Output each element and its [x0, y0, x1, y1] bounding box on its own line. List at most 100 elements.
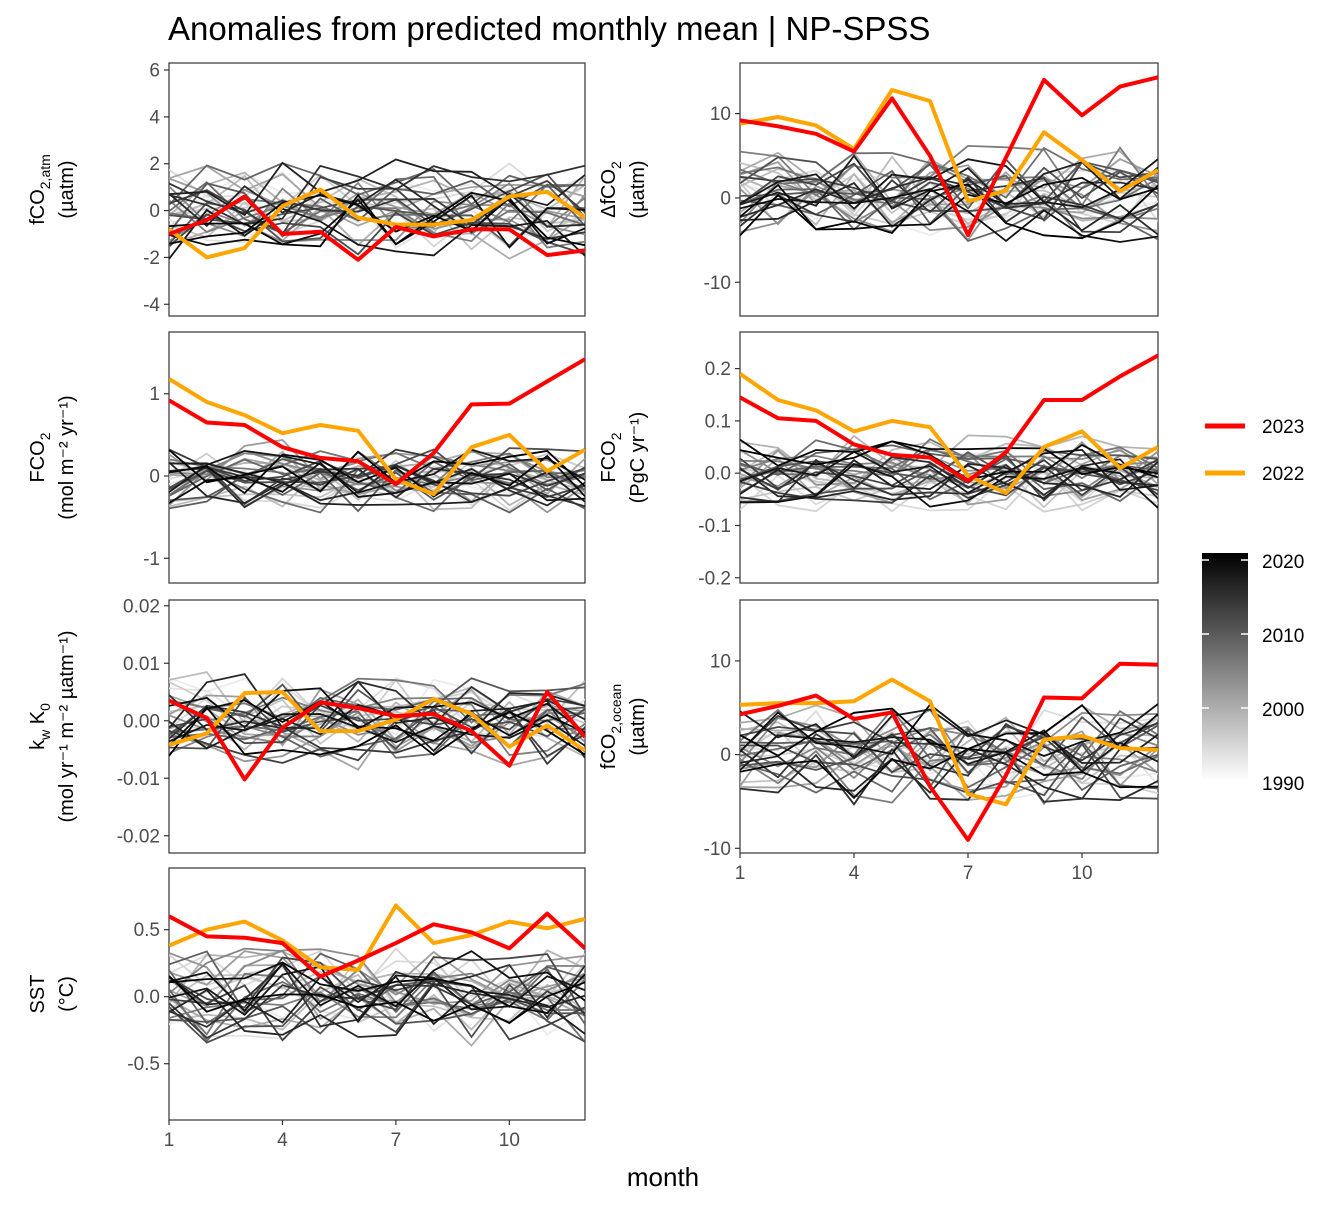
y-tick-label: 0.2 — [705, 359, 731, 380]
series-line-2023 — [169, 911, 585, 979]
background-year-line — [740, 183, 1158, 240]
y-tick-label: 0.5 — [134, 920, 160, 941]
panel-kw-k0: -0.02 -0.01 0.00 0.01 0.02 kw K0 (mol yr⁻¹ m⁻²… — [27, 596, 586, 854]
background-year-line — [169, 462, 585, 506]
y-tick-label: 1 — [149, 384, 160, 405]
background-year-line — [169, 211, 585, 256]
background-year-line — [740, 726, 1158, 781]
x-tick-label: 4 — [849, 863, 860, 884]
y-axis-label: SST — [27, 975, 49, 1014]
gradient-colorbar — [1202, 553, 1248, 781]
background-year-line — [740, 188, 1158, 233]
background-year-line — [169, 461, 585, 507]
background-year-line — [169, 948, 585, 1008]
y-axis-label: fCO2,atm — [27, 154, 53, 225]
gradient-label-1990: 1990 — [1262, 774, 1304, 795]
background-year-line — [740, 181, 1158, 237]
y-tick-label: -4 — [143, 295, 160, 316]
y-tick-label: -10 — [704, 839, 731, 860]
background-year-line — [169, 979, 585, 1042]
y-axis-units: (mol m⁻² yr⁻¹) — [56, 395, 78, 519]
background-year-line — [169, 980, 585, 1044]
background-year-line — [740, 467, 1158, 513]
background-year-line — [740, 156, 1158, 213]
background-year-line — [169, 950, 585, 1013]
series-line-2022 — [740, 372, 1158, 496]
background-year-line — [740, 154, 1158, 210]
background-year-line — [169, 970, 585, 1024]
series-line-2022 — [740, 677, 1158, 807]
y-tick-label: -0.2 — [698, 568, 731, 589]
y-tick-label: -10 — [704, 273, 731, 294]
y-tick-label: 0.1 — [705, 411, 731, 432]
gradient-label-2000: 2000 — [1262, 700, 1304, 721]
y-tick-label: 0 — [149, 201, 160, 222]
background-year-line — [740, 188, 1158, 243]
y-tick-label: -0.5 — [127, 1054, 160, 1075]
background-year-line — [169, 448, 585, 494]
y-tick-label: -1 — [143, 549, 160, 570]
x-tick-label: 1 — [164, 1130, 175, 1151]
background-year-line — [169, 704, 585, 766]
y-tick-label: 0.01 — [123, 654, 160, 675]
background-year-line — [740, 456, 1158, 504]
background-year-line — [169, 175, 585, 235]
background-year-line — [740, 158, 1158, 210]
background-year-line — [169, 697, 585, 745]
series-line-2022 — [740, 88, 1158, 204]
series-lines — [169, 158, 585, 262]
series-lines — [169, 357, 585, 514]
background-year-line — [740, 703, 1158, 757]
background-year-line — [169, 178, 585, 234]
y-axis-units: (°C) — [56, 976, 78, 1012]
y-axis-label: FCO2 — [27, 432, 53, 482]
y-tick-label: 0.00 — [123, 711, 160, 732]
y-axis-units: (mol yr⁻¹ m⁻² µatm⁻¹) — [56, 630, 78, 822]
background-year-line — [169, 447, 585, 491]
series-lines — [169, 671, 585, 782]
background-year-line — [740, 172, 1158, 227]
series-lines — [169, 903, 585, 1048]
background-year-line — [740, 175, 1158, 234]
background-year-line — [169, 975, 585, 1024]
background-year-line — [740, 742, 1158, 800]
background-year-line — [740, 169, 1158, 226]
y-axis-units: (µatm) — [627, 697, 649, 755]
background-year-line — [740, 448, 1158, 494]
background-year-line — [169, 206, 585, 260]
y-tick-label: 0 — [149, 467, 160, 488]
series-lines — [740, 353, 1158, 513]
background-year-line — [740, 462, 1158, 509]
y-axis-label: ΔfCO2 — [598, 161, 624, 218]
series-line-2022 — [169, 187, 585, 260]
y-tick-label: 0 — [720, 745, 731, 766]
legend-gradient: 2020 2010 2000 1990 — [1202, 552, 1304, 795]
y-tick-label: -2 — [143, 248, 160, 269]
background-year-line — [169, 164, 585, 226]
y-tick-label: 0 — [720, 188, 731, 209]
series-line-2023 — [169, 194, 585, 262]
background-year-line — [740, 458, 1158, 500]
y-axis-label: fCO2,ocean — [598, 684, 624, 769]
y-axis-units: (µatm) — [627, 160, 649, 218]
y-tick-label: -0.1 — [698, 516, 731, 537]
series-line-2022 — [169, 377, 585, 497]
series-line-2022 — [169, 690, 585, 753]
background-year-line — [169, 207, 585, 260]
series-line-2023 — [740, 75, 1158, 237]
series-line-2023 — [740, 353, 1158, 483]
figure-title: Anomalies from predicted monthly mean | … — [168, 10, 930, 47]
x-tick-label: 7 — [391, 1130, 402, 1151]
panel-fco2-flux-total: -0.2 -0.1 0.0 0.1 0.2 FCO2 (PgC yr⁻¹) — [598, 331, 1159, 589]
y-tick-label: 0.0 — [705, 464, 731, 485]
background-year-line — [169, 449, 585, 493]
y-axis-units: (µatm) — [56, 160, 78, 218]
panel-fco2-ocean: -10 0 10 1 4 7 10 fCO2,ocean (µatm) — [598, 599, 1159, 884]
background-year-line — [740, 469, 1158, 512]
panel-fco2-atm: -4 -2 0 2 4 6 fCO2,atm (µatm) — [27, 61, 586, 317]
series-lines — [740, 75, 1158, 243]
background-year-line — [169, 673, 585, 733]
background-year-line — [169, 449, 585, 492]
x-tick-label: 10 — [1071, 863, 1092, 884]
y-tick-label: -0.01 — [117, 769, 160, 790]
